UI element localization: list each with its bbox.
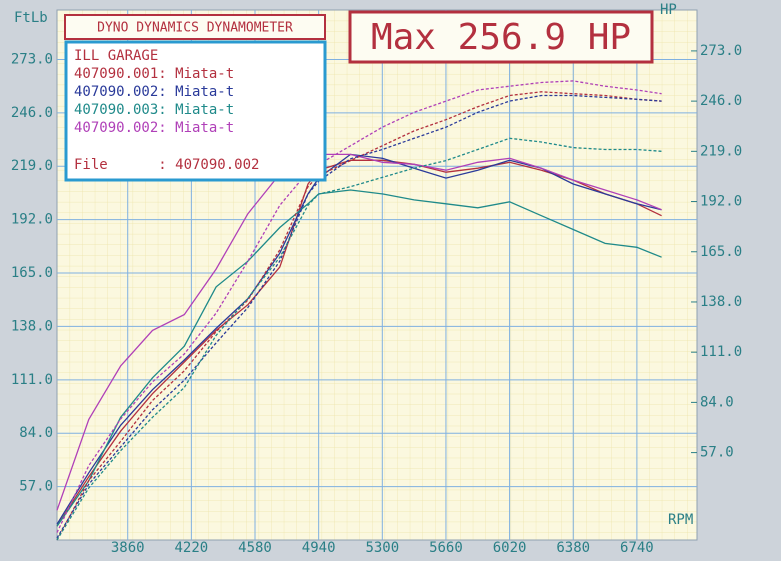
header-box <box>64 14 326 40</box>
header: DYNO DYNAMICS DYNAMOMETER <box>97 21 293 36</box>
legend-entry: 407090.001: Miata-t <box>74 66 234 82</box>
y-tick-label: 165.0 <box>11 265 53 281</box>
x-tick-label: 6380 <box>556 540 590 556</box>
y2-axis-label: HP <box>660 2 677 18</box>
legend-entry: 407090.003: Miata-t <box>74 102 234 118</box>
x-tick-label: 4580 <box>238 540 272 556</box>
x-tick-label: 6740 <box>620 540 654 556</box>
y2-tick-label: 111.0 <box>700 344 742 360</box>
torque-line <box>56 189 662 527</box>
y-tick-label: 219.0 <box>11 158 53 174</box>
y-tick-label: 192.0 <box>11 212 53 228</box>
hp-line <box>56 137 662 541</box>
x-tick-label: 3860 <box>111 540 145 556</box>
y-tick-label: 138.0 <box>11 318 53 334</box>
hp-line <box>56 91 662 541</box>
max-box <box>348 10 654 64</box>
legend-entry: 407090.002: Miata-t <box>74 120 234 136</box>
y-tick-label: 84.0 <box>19 425 53 441</box>
hp-line <box>56 80 662 533</box>
legend-box <box>64 40 327 182</box>
x-tick-label: 4940 <box>302 540 336 556</box>
y2-tick-label: 57.0 <box>700 445 734 461</box>
legend-entry: 407090.002: Miata-t <box>74 84 234 100</box>
y2-tick-label: 219.0 <box>700 143 742 159</box>
y2-tick-label: 84.0 <box>700 394 734 410</box>
y-axis-label: FtLb <box>14 10 48 26</box>
y-tick-label: 273.0 <box>11 51 53 67</box>
torque-line <box>56 153 662 511</box>
y2-tick-label: 165.0 <box>700 244 742 260</box>
hp-line <box>56 94 662 539</box>
y2-tick-label: 192.0 <box>700 194 742 210</box>
x-tick-label: 6020 <box>493 540 527 556</box>
legend-title: ILL GARAGE <box>74 48 158 64</box>
x-tick-label: 4220 <box>175 540 209 556</box>
x-axis-label: RPM <box>668 512 693 528</box>
max-label: Max 256.9 HP <box>371 17 631 58</box>
y-tick-label: 246.0 <box>11 105 53 121</box>
file-line: File : 407090.002 <box>74 157 259 173</box>
y2-tick-label: 273.0 <box>700 43 742 59</box>
y2-tick-label: 246.0 <box>700 93 742 109</box>
x-tick-label: 5660 <box>429 540 463 556</box>
y-tick-label: 57.0 <box>19 479 53 495</box>
x-tick-label: 5300 <box>365 540 399 556</box>
y-tick-label: 111.0 <box>11 372 53 388</box>
y2-tick-label: 138.0 <box>700 294 742 310</box>
